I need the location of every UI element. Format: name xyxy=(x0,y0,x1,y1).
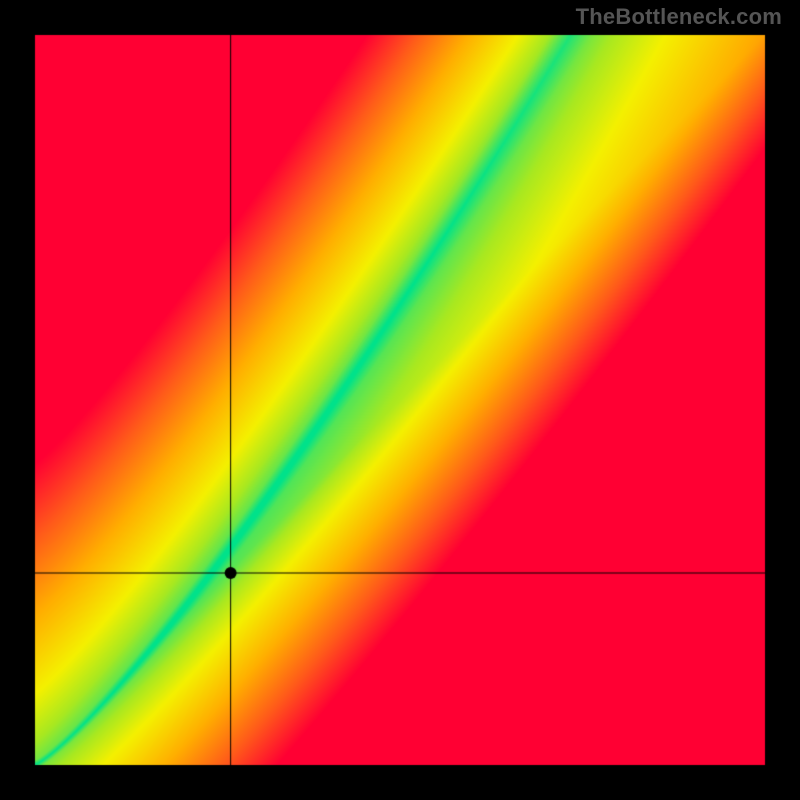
chart-container: TheBottleneck.com xyxy=(0,0,800,800)
heatmap-canvas xyxy=(0,0,800,800)
watermark-text: TheBottleneck.com xyxy=(576,4,782,30)
